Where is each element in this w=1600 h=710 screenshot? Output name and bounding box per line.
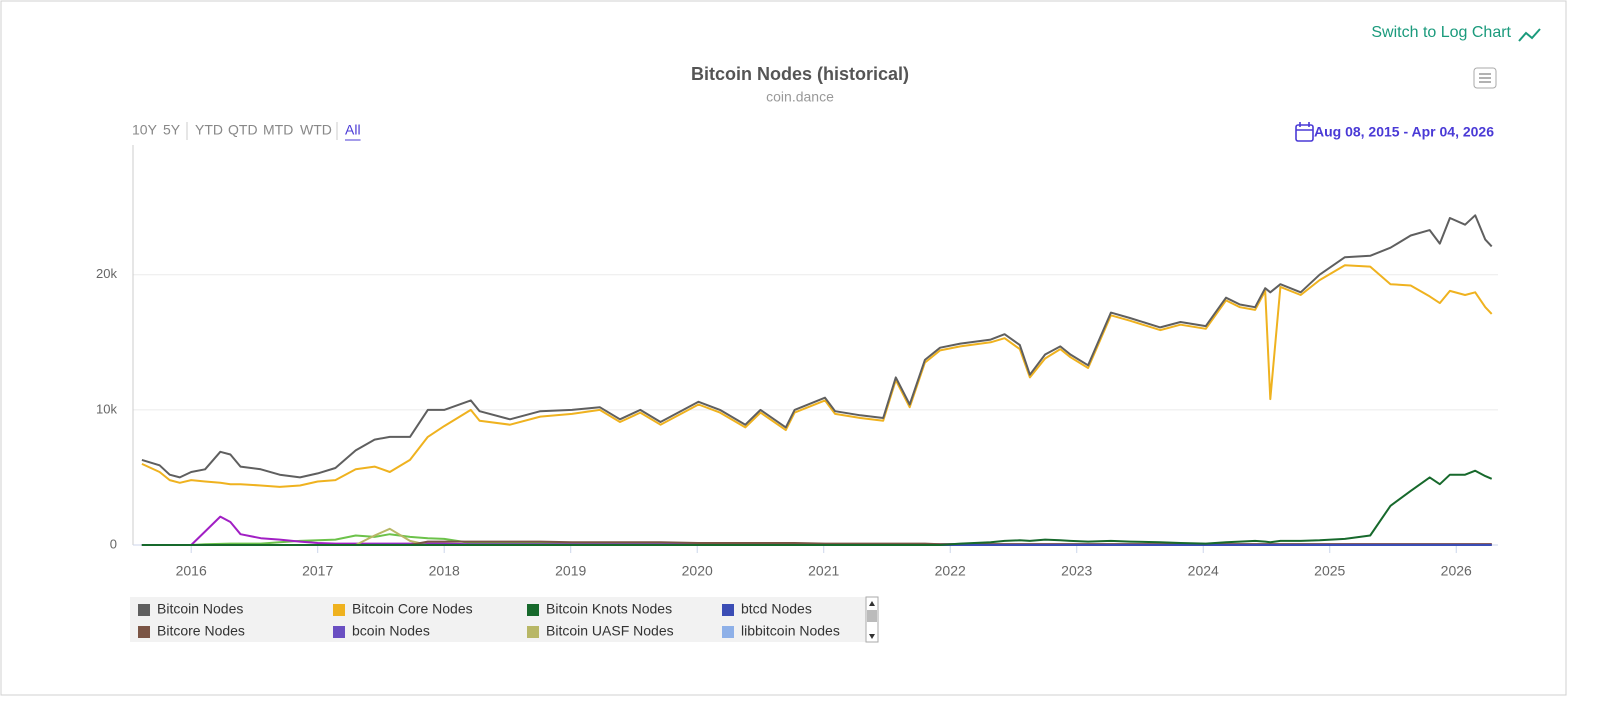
y-tick-label: 10k <box>96 401 117 416</box>
chart-title: Bitcoin Nodes (historical) <box>691 64 909 84</box>
range-button[interactable]: 10Y <box>132 122 158 138</box>
legend-label[interactable]: bcoin Nodes <box>352 623 430 639</box>
x-tick-label: 2024 <box>1188 563 1219 579</box>
legend-label[interactable]: Bitcore Nodes <box>157 623 245 639</box>
menu-button[interactable] <box>1473 67 1497 89</box>
legend-scrollbar[interactable] <box>865 596 879 643</box>
calendar-icon[interactable] <box>1295 122 1314 142</box>
x-tick-label: 2025 <box>1314 563 1345 579</box>
series-line <box>141 214 1493 479</box>
y-tick-label: 0 <box>110 536 117 551</box>
chart-subtitle: coin.dance <box>766 89 834 105</box>
legend-swatch[interactable] <box>527 604 539 616</box>
frame <box>0 0 1567 696</box>
series-line <box>141 264 1493 488</box>
date-range[interactable]: Aug 08, 2015 - Apr 04, 2026 <box>1314 124 1494 140</box>
log-icon[interactable] <box>1518 28 1541 42</box>
range-button[interactable]: WTD <box>300 122 332 138</box>
x-tick-label: 2022 <box>935 563 966 579</box>
x-tick-label: 2020 <box>682 563 713 579</box>
y-tick-label: 20k <box>96 266 117 281</box>
legend-swatch[interactable] <box>333 626 345 638</box>
legend-swatch[interactable] <box>138 626 150 638</box>
x-tick-label: 2026 <box>1441 563 1472 579</box>
range-button[interactable]: QTD <box>228 122 258 138</box>
legend-swatch[interactable] <box>722 626 734 638</box>
legend-swatch[interactable] <box>333 604 345 616</box>
legend-box <box>130 597 870 642</box>
x-tick-label: 2023 <box>1061 563 1092 579</box>
legend-swatch[interactable] <box>138 604 150 616</box>
log-switch[interactable]: Switch to Log Chart <box>1371 24 1511 41</box>
legend-label[interactable]: Bitcoin UASF Nodes <box>546 623 674 639</box>
x-tick-label: 2021 <box>808 563 839 579</box>
x-tick-label: 2018 <box>429 563 460 579</box>
series-line <box>141 469 1493 546</box>
legend-label[interactable]: Bitcoin Knots Nodes <box>546 601 672 617</box>
legend-label[interactable]: Bitcoin Nodes <box>157 601 243 617</box>
range-button[interactable]: YTD <box>195 122 223 138</box>
legend-swatch[interactable] <box>527 626 539 638</box>
range-button[interactable]: All <box>345 122 361 138</box>
legend-swatch[interactable] <box>722 604 734 616</box>
x-tick-label: 2019 <box>555 563 586 579</box>
legend-label[interactable]: libbitcoin Nodes <box>741 623 840 639</box>
x-tick-label: 2016 <box>176 563 207 579</box>
range-button[interactable]: 5Y <box>163 122 181 138</box>
legend-label[interactable]: Bitcoin Core Nodes <box>352 601 473 617</box>
x-tick-label: 2017 <box>302 563 333 579</box>
range-button[interactable]: MTD <box>263 122 293 138</box>
legend-label[interactable]: btcd Nodes <box>741 601 812 617</box>
